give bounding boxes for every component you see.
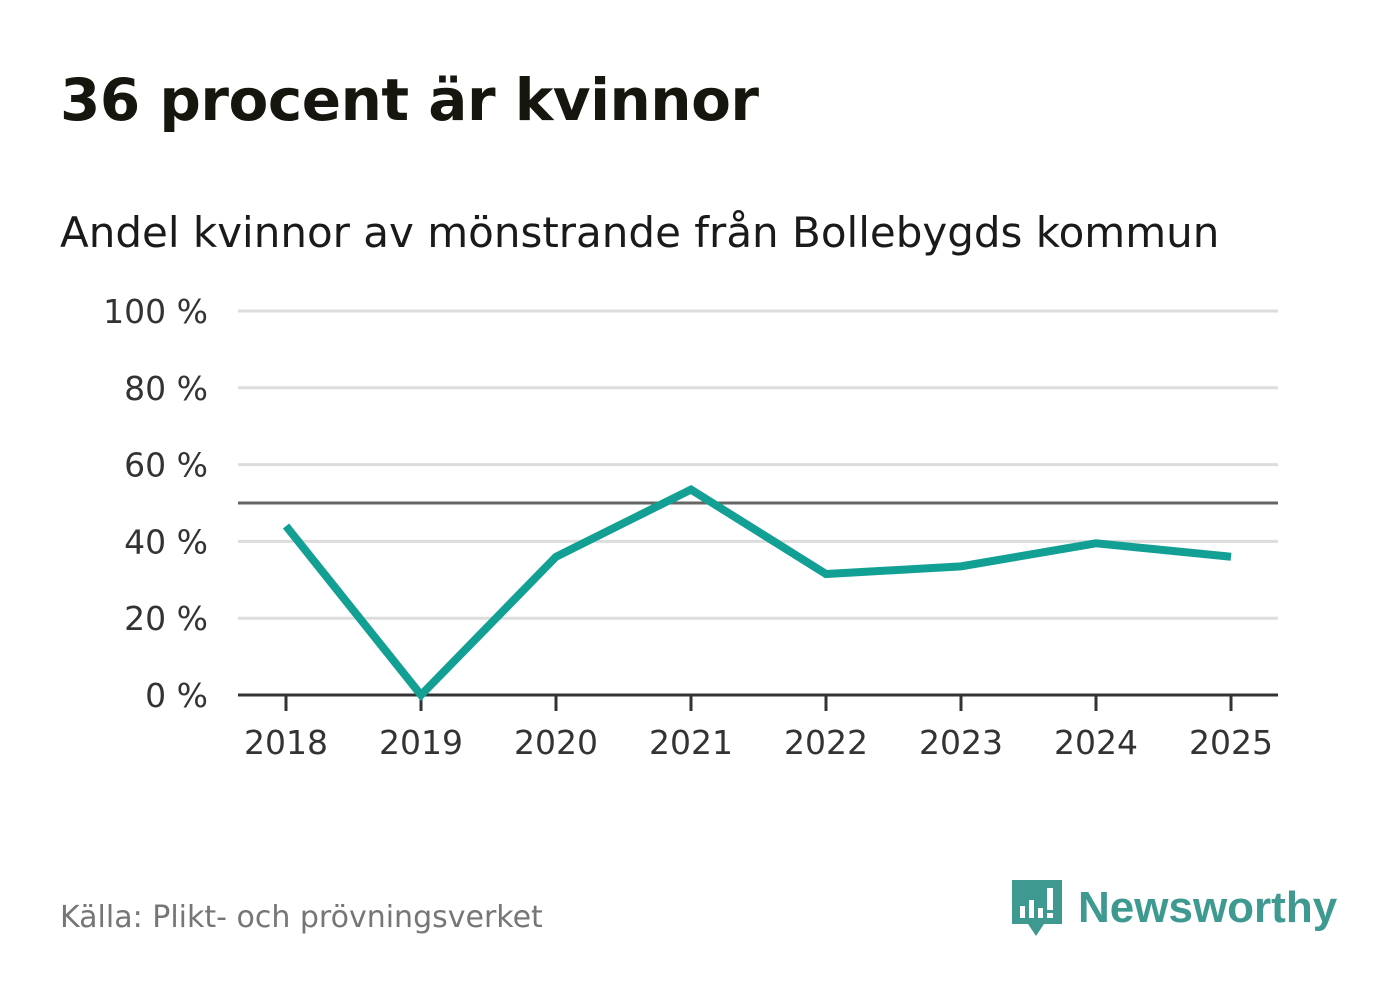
y-tick-label: 100 %	[103, 292, 208, 331]
source-note: Källa: Plikt- och prövningsverket	[60, 900, 543, 935]
x-tick-label: 2024	[1054, 723, 1138, 762]
x-tick-label: 2023	[919, 723, 1003, 762]
x-tick-label: 2021	[649, 723, 733, 762]
x-tick-label: 2019	[379, 723, 463, 762]
newsworthy-logo-icon	[1012, 880, 1062, 936]
y-tick-label: 20 %	[124, 599, 208, 638]
y-tick-label: 80 %	[124, 369, 208, 408]
chart-subtitle: Andel kvinnor av mönstrande från Bolleby…	[60, 208, 1220, 257]
brand-name: Newsworthy	[1078, 883, 1338, 932]
y-tick-label: 60 %	[124, 446, 208, 485]
y-tick-label: 40 %	[124, 522, 208, 561]
x-tick-label: 2022	[784, 723, 868, 762]
chart-title: 36 procent är kvinnor	[60, 66, 759, 134]
x-tick-label: 2020	[514, 723, 598, 762]
series-line	[282, 484, 1232, 702]
newsworthy-logo[interactable]: Newsworthy	[1010, 878, 1337, 938]
x-tick-label: 2025	[1189, 723, 1273, 762]
x-tick-label: 2018	[244, 723, 328, 762]
y-tick-label: 0 %	[145, 676, 208, 715]
